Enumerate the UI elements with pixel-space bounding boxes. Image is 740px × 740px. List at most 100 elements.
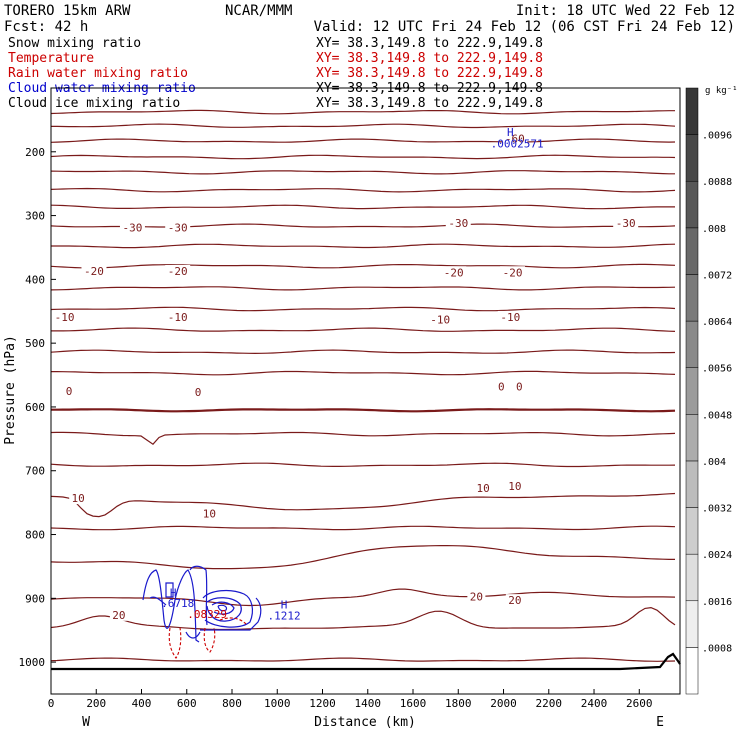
isotherm-line (50, 588, 676, 607)
terrain-line (51, 652, 681, 671)
legend-cloudice-label: Cloud ice mixing ratio (8, 96, 180, 111)
cloud-water-contours (142, 565, 262, 643)
isotherm-label-bg (52, 310, 78, 323)
colorbar-label: .0064 (702, 317, 732, 328)
isotherm-label: 0 (516, 380, 523, 393)
isotherm-label-bg (81, 264, 107, 277)
cloud-water-contour (142, 569, 200, 643)
isotherm-label: -30 (168, 222, 188, 235)
isotherm-label: -30 (123, 222, 143, 235)
extremum-label: .0002571 (491, 137, 544, 150)
cloud-water-contour (217, 604, 228, 612)
west-label: W (82, 715, 90, 730)
plot-axes: 0 200 400 600 800 1000 1200 1400 1600 1800 2000 220… (19, 87, 681, 710)
extremum-label: .08329 (187, 608, 227, 621)
terrain-surface-line (51, 652, 681, 671)
colorbar-label: .0008 (702, 643, 732, 654)
isotherm-label-bg (63, 384, 75, 397)
isotherm-label: -30 (448, 217, 468, 230)
colorbar-swatch (685, 460, 699, 508)
isotherm-label-bg (513, 380, 525, 393)
isotherm-label: 10 (72, 492, 85, 505)
cloud-water-contour (206, 597, 242, 622)
isotherm-label-bg (500, 266, 526, 279)
x-tick-label: 0 (48, 697, 55, 710)
org-title: NCAR/MMM (225, 3, 292, 19)
colorbar-swatch (685, 320, 699, 368)
colorbar-label: .0024 (702, 550, 732, 561)
colorbar-unit: g kg⁻¹ (705, 86, 738, 96)
legend-snow-label: Snow mixing ratio (8, 36, 141, 51)
isotherm-line (50, 138, 676, 143)
extremum-label: H (507, 126, 514, 139)
forecast-hour: Fcst: 42 h (4, 19, 88, 35)
colorbar-label: .0088 (702, 177, 732, 188)
x-tick-label: 200 (86, 697, 106, 710)
isotherm-label: 10 (508, 480, 521, 493)
x-tick-label: 1200 (309, 697, 336, 710)
x-tick-label: 1000 (264, 697, 291, 710)
colorbar-swatch (685, 180, 699, 229)
extremum-label: H (281, 599, 288, 612)
legend-cloudice-range: XY= 38.3,149.8 to 222.9,149.8 (316, 96, 543, 111)
colorbar-label: .0016 (702, 597, 732, 608)
isotherm-label: -20 (444, 266, 464, 279)
isotherm-line (51, 243, 676, 249)
isotherm-label-bg (495, 380, 507, 393)
x-tick-label: 1800 (445, 697, 472, 710)
legend-rain-range: XY= 38.3,149.8 to 222.9,149.8 (316, 66, 543, 81)
isotherm-label: -10 (168, 311, 188, 324)
isotherm-label: 0 (195, 386, 202, 399)
isotherm-label-bg (502, 132, 528, 145)
isotherm-line (50, 545, 675, 570)
colorbar: .0008 .0016 .0024 .0032 .004 .0048 .0056 .0064.… (685, 87, 732, 695)
colorbar-label: .0072 (702, 270, 732, 281)
isotherm-line (50, 492, 676, 518)
isotherm-label-bg (445, 217, 471, 230)
temperature-contours (50, 109, 676, 662)
isotherm-label: -10 (500, 311, 520, 324)
isotherm-label-bg (497, 310, 523, 323)
cloud-water-contour (189, 565, 208, 626)
isotherm-label-bg (69, 492, 88, 505)
isotherm-line (50, 170, 675, 175)
east-label: E (656, 715, 664, 730)
y-tick-label: 600 (25, 401, 45, 414)
isotherm-label: 0 (66, 385, 73, 398)
isotherm-label-bg (109, 608, 128, 621)
cloud-water-contour (165, 582, 174, 598)
isotherm-label-bg (467, 590, 486, 603)
contour-labels: -60 -30 -30 -30 -30 -20 -20 -20 -20 -10 -10 -10 -10 0… (52, 126, 639, 622)
isotherm-label-bg (200, 507, 219, 520)
isotherm-label-bg (192, 386, 204, 399)
colorbar-swatch (685, 553, 699, 602)
cloud-water-contour (211, 601, 235, 615)
y-tick-label: 700 (25, 465, 45, 478)
y-tick-label: 900 (25, 592, 45, 605)
isotherm-line (50, 431, 676, 445)
isotherm-line (51, 123, 676, 129)
x-tick-label: 2400 (581, 697, 608, 710)
isotherm-line (50, 263, 676, 269)
x-tick-label: 600 (177, 697, 197, 710)
isotherm-label-bg (427, 313, 453, 326)
colorbar-swatch (685, 87, 699, 135)
colorbar-swatch (685, 414, 699, 462)
cloud-water-contour (202, 589, 254, 628)
isotherm-label: -30 (616, 217, 636, 230)
colorbar-label: .0056 (702, 364, 732, 375)
isotherm-line (50, 657, 676, 662)
y-tick-label: 1000 (19, 656, 46, 669)
x-tick-label: 2200 (536, 697, 563, 710)
isotherm-line (51, 370, 676, 376)
cloud-water-contour (149, 596, 167, 606)
extremum-label: H (170, 586, 177, 599)
extremum-label: .1212 (267, 609, 300, 622)
colorbar-swatch (685, 227, 699, 275)
isotherm-line (50, 525, 676, 531)
isotherm-label: 0 (498, 380, 505, 393)
isotherm-label-bg (505, 479, 524, 492)
isotherm-label: 20 (508, 594, 521, 607)
isotherm-label-bg (474, 481, 493, 494)
